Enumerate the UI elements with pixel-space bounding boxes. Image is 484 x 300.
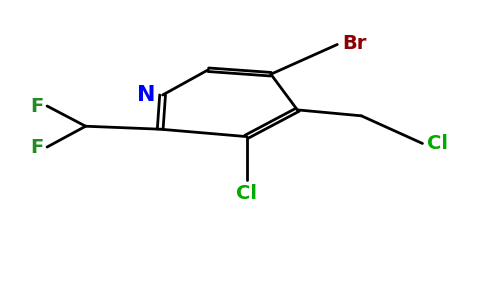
Text: F: F <box>30 137 43 157</box>
Text: Br: Br <box>342 34 366 52</box>
Text: N: N <box>137 85 155 105</box>
Text: Cl: Cl <box>427 134 448 153</box>
Text: F: F <box>30 97 43 116</box>
Text: Cl: Cl <box>236 184 257 203</box>
